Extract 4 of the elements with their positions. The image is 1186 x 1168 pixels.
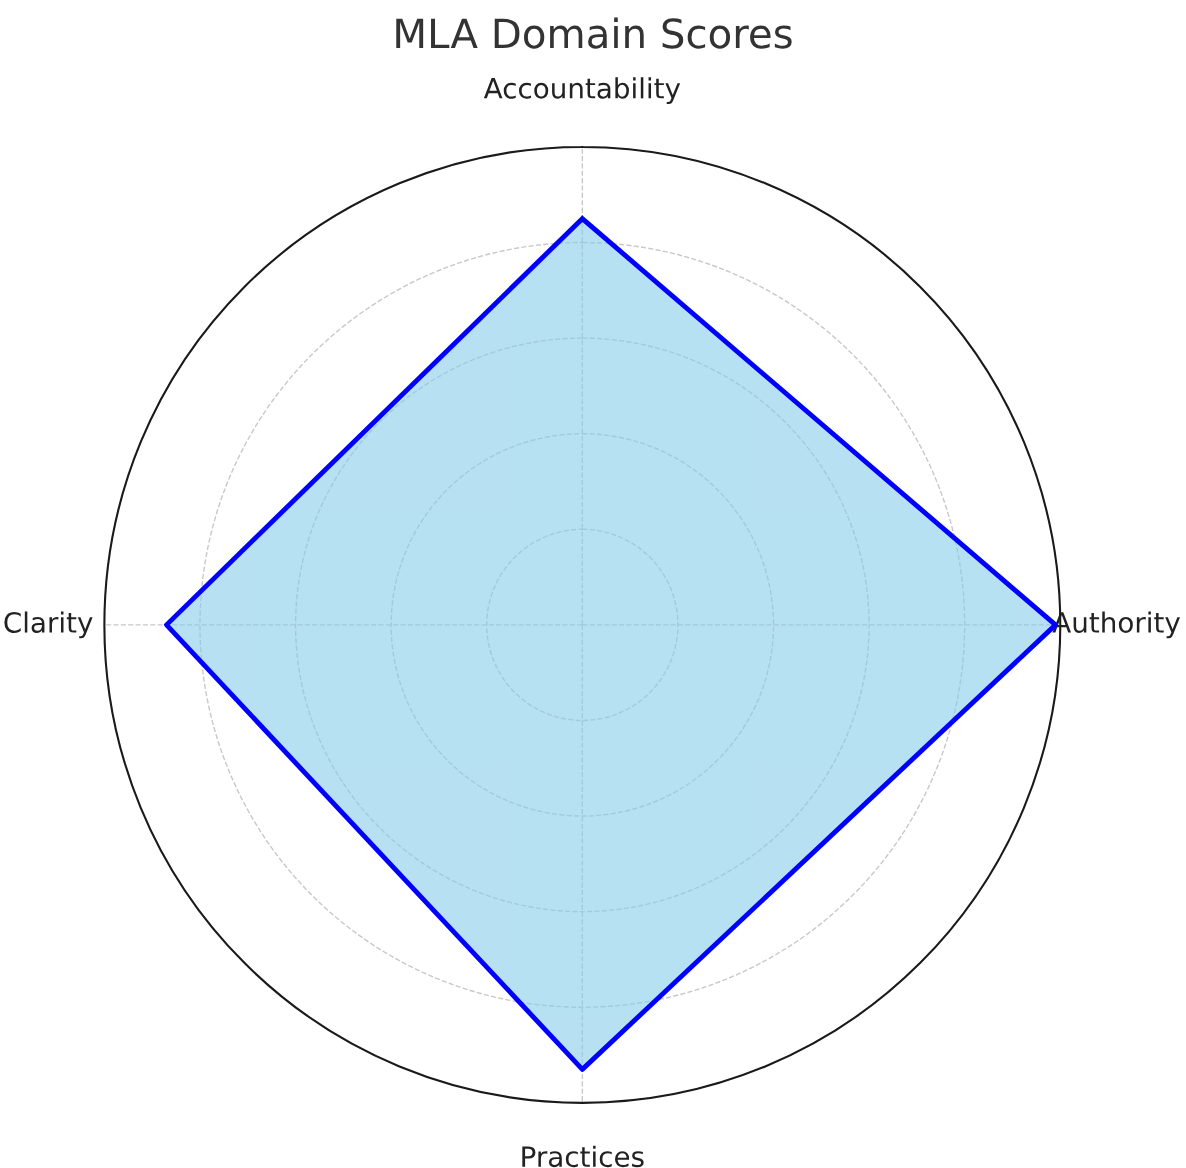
spoke-label: Accountability: [483, 77, 681, 105]
chart-title: MLA Domain Scores: [396, 17, 792, 49]
spoke-label: Practices: [522, 1145, 644, 1168]
spoke-label: Clarity: [4, 611, 93, 639]
